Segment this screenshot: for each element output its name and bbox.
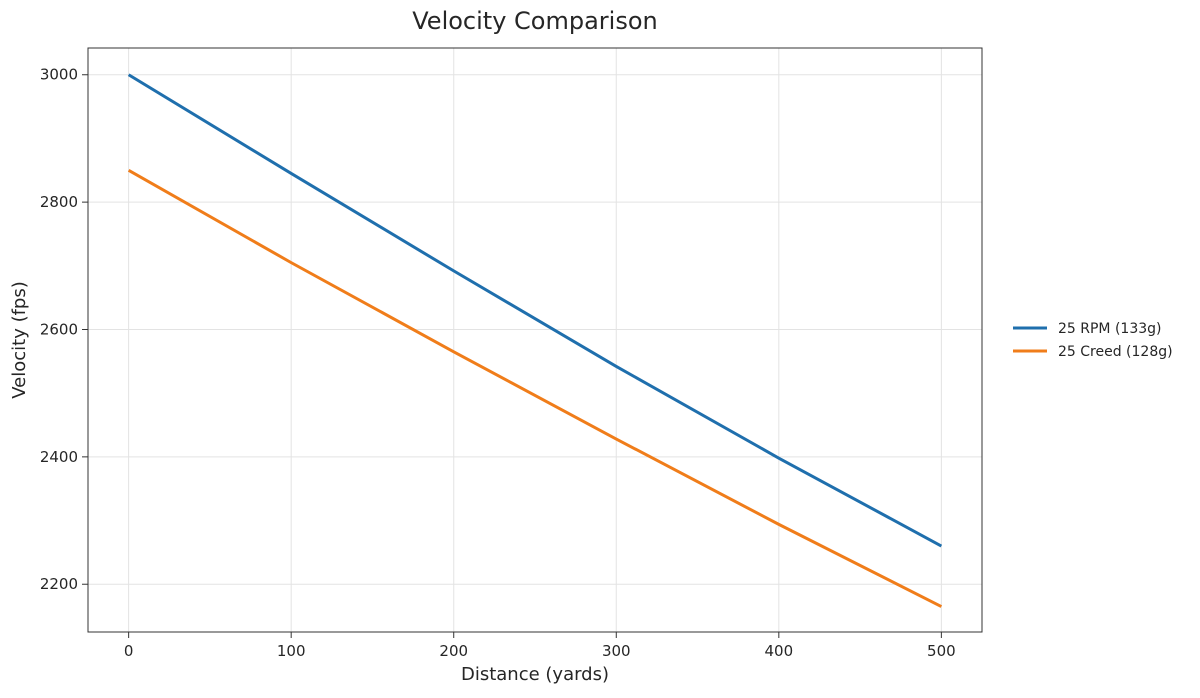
x-tick-label: 400 xyxy=(764,642,793,660)
y-tick-label: 3000 xyxy=(40,66,78,84)
x-axis-label: Distance (yards) xyxy=(461,664,609,685)
series-line xyxy=(127,168,943,608)
y-tick-label: 2200 xyxy=(40,575,78,593)
x-tick-label: 300 xyxy=(602,642,631,660)
legend-label: 25 Creed (128g) xyxy=(1058,344,1173,360)
y-tick-label: 2800 xyxy=(40,193,78,211)
x-axis-ticks: 0 100 200 300 400 500 xyxy=(124,632,956,660)
chart-title: Velocity Comparison xyxy=(412,7,657,35)
y-axis-label: Velocity (fps) xyxy=(9,281,30,399)
legend-label: 25 RPM (133g) xyxy=(1058,321,1162,337)
grid xyxy=(88,48,982,632)
x-tick-label: 0 xyxy=(124,642,134,660)
y-tick-label: 2400 xyxy=(40,448,78,466)
series-lines xyxy=(127,73,943,608)
x-tick-label: 100 xyxy=(277,642,306,660)
series-line xyxy=(127,73,943,548)
y-axis-ticks: 2200 2400 2600 2800 3000 xyxy=(40,66,88,593)
plot-frame xyxy=(87,47,983,633)
x-tick-label: 200 xyxy=(439,642,468,660)
legend: 25 RPM (133g) 25 Creed (128g) xyxy=(1013,321,1173,360)
x-tick-label: 500 xyxy=(927,642,956,660)
y-tick-label: 2600 xyxy=(40,320,78,338)
